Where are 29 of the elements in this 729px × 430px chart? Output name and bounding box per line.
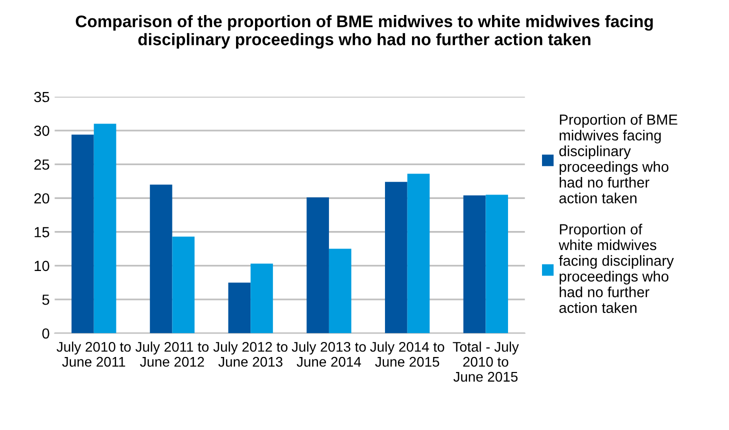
x-tick-label: July 2014 to June 2015 [370,342,444,367]
x-tick-label: July 2011 to June 2012 [136,342,209,367]
y-tick-label: 0 [42,328,50,339]
bar [407,174,430,334]
y-tick-label: 35 [34,92,50,102]
bar [94,124,116,334]
x-tick-label: July 2013 to June 2014 [292,342,366,367]
y-tick-label: 25 [34,159,50,170]
bar [250,264,273,334]
y-tick-label: 10 [34,260,50,272]
y-tick-label: 15 [34,227,50,238]
x-tick-label: Total - July 2010 to June 2015 [452,342,519,382]
chart-title: Comparison of the proportion of BME midwives to white midwives facing disciplinary proceedings who had no further action taken [76,15,653,49]
bar [228,282,251,334]
bar [328,248,352,334]
y-tick-label: 20 [34,193,50,204]
legend-label: Proportion of BME midwives facing disciplinary proceedings who had no further action taken [559,114,678,204]
bar [463,195,486,334]
x-tick-label: July 2012 to June 2013 [213,342,288,367]
bar [306,197,329,334]
bar [486,194,508,334]
bar [72,134,94,334]
y-tick-label: 30 [34,126,50,136]
bar [384,182,408,334]
x-tick-label: July 2010 to June 2011 [56,342,131,367]
y-tick-label: 5 [42,294,50,305]
legend-label: Proportion of white midwives facing disciplinary proceedings who had no further action taken [558,224,674,313]
bar [150,184,172,334]
bar [172,236,195,334]
